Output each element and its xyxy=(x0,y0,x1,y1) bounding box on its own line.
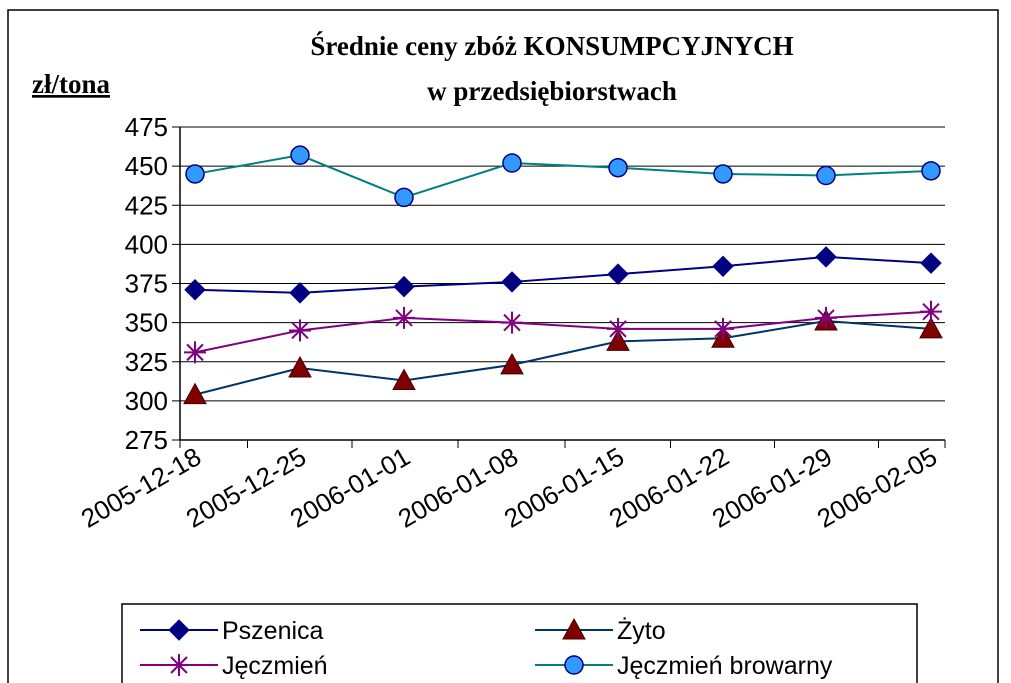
series-line xyxy=(194,310,932,354)
data-point xyxy=(184,279,206,301)
data-point-stroke xyxy=(503,313,521,332)
legend: Pszenica Żyto Jęczmień Jęczmień browarny xyxy=(121,603,918,683)
legend-label: Jęczmień browarny xyxy=(617,652,833,680)
data-point xyxy=(393,275,415,298)
data-point xyxy=(921,161,941,181)
legend-label: Jęczmień xyxy=(222,652,328,680)
data-point xyxy=(393,306,415,329)
y-tick-label: 275 xyxy=(125,425,168,455)
y-tick-label: 375 xyxy=(125,269,168,299)
data-point xyxy=(816,165,836,186)
y-tick-label: 425 xyxy=(125,190,168,220)
data-point xyxy=(290,145,310,165)
series-line xyxy=(194,255,932,294)
legend-item: Żyto xyxy=(535,616,666,645)
data-point xyxy=(392,368,416,391)
data-point xyxy=(183,382,207,405)
data-point xyxy=(289,319,311,342)
data-point-stroke xyxy=(291,321,309,340)
y-tick-label: 350 xyxy=(125,308,168,338)
y-tick-label: 325 xyxy=(125,347,168,377)
data-point-stroke xyxy=(817,309,835,327)
chart-title-line2: w przedsiębiorstwach xyxy=(427,76,677,106)
legend-box xyxy=(121,603,918,683)
data-point xyxy=(606,329,630,351)
series-line xyxy=(194,154,932,199)
series-3 xyxy=(185,145,941,208)
data-point xyxy=(502,153,522,173)
data-point xyxy=(815,246,837,268)
y-tick-label: 300 xyxy=(125,386,168,416)
legend-label: Żyto xyxy=(617,616,666,645)
y-tick-label: 475 xyxy=(125,112,168,142)
data-point xyxy=(607,263,629,285)
data-point-stroke xyxy=(714,320,732,338)
data-point xyxy=(168,619,190,641)
data-point xyxy=(289,282,311,304)
data-point xyxy=(562,617,586,640)
data-point xyxy=(712,317,734,340)
data-point xyxy=(608,157,628,178)
data-point-stroke xyxy=(609,320,627,338)
data-point xyxy=(920,300,942,323)
data-point xyxy=(713,164,733,184)
chart-frame xyxy=(7,9,999,683)
y-tick-label: 450 xyxy=(125,151,168,181)
data-point-stroke xyxy=(922,302,940,321)
data-point xyxy=(501,311,523,334)
series-2 xyxy=(184,300,942,364)
data-point-stroke xyxy=(186,343,204,362)
data-point xyxy=(168,654,190,676)
data-point xyxy=(500,352,524,375)
series-0 xyxy=(184,246,942,304)
chart-title-line1: Średnie ceny zbóż KONSUMPCYJNYCH xyxy=(310,31,793,61)
data-point xyxy=(919,316,943,339)
legend-item: Pszenica xyxy=(140,617,324,645)
data-point xyxy=(607,317,629,340)
legend-item: Jęczmień xyxy=(140,652,328,680)
data-point xyxy=(185,164,205,184)
data-point-stroke xyxy=(170,656,188,674)
data-point xyxy=(564,655,584,675)
data-point xyxy=(288,355,312,378)
y-tick-label: 400 xyxy=(125,229,168,259)
legend-label: Pszenica xyxy=(222,617,324,645)
data-point xyxy=(712,255,734,277)
data-point xyxy=(815,306,837,329)
data-point-stroke xyxy=(395,309,413,327)
data-point xyxy=(394,187,414,208)
data-point xyxy=(920,252,942,274)
series-group xyxy=(183,145,943,405)
legend-item: Jęczmień browarny xyxy=(535,652,833,680)
data-point xyxy=(184,341,206,364)
series-line xyxy=(194,320,932,396)
y-axis-unit-label: zł/tona xyxy=(32,69,110,99)
data-point xyxy=(501,271,523,293)
